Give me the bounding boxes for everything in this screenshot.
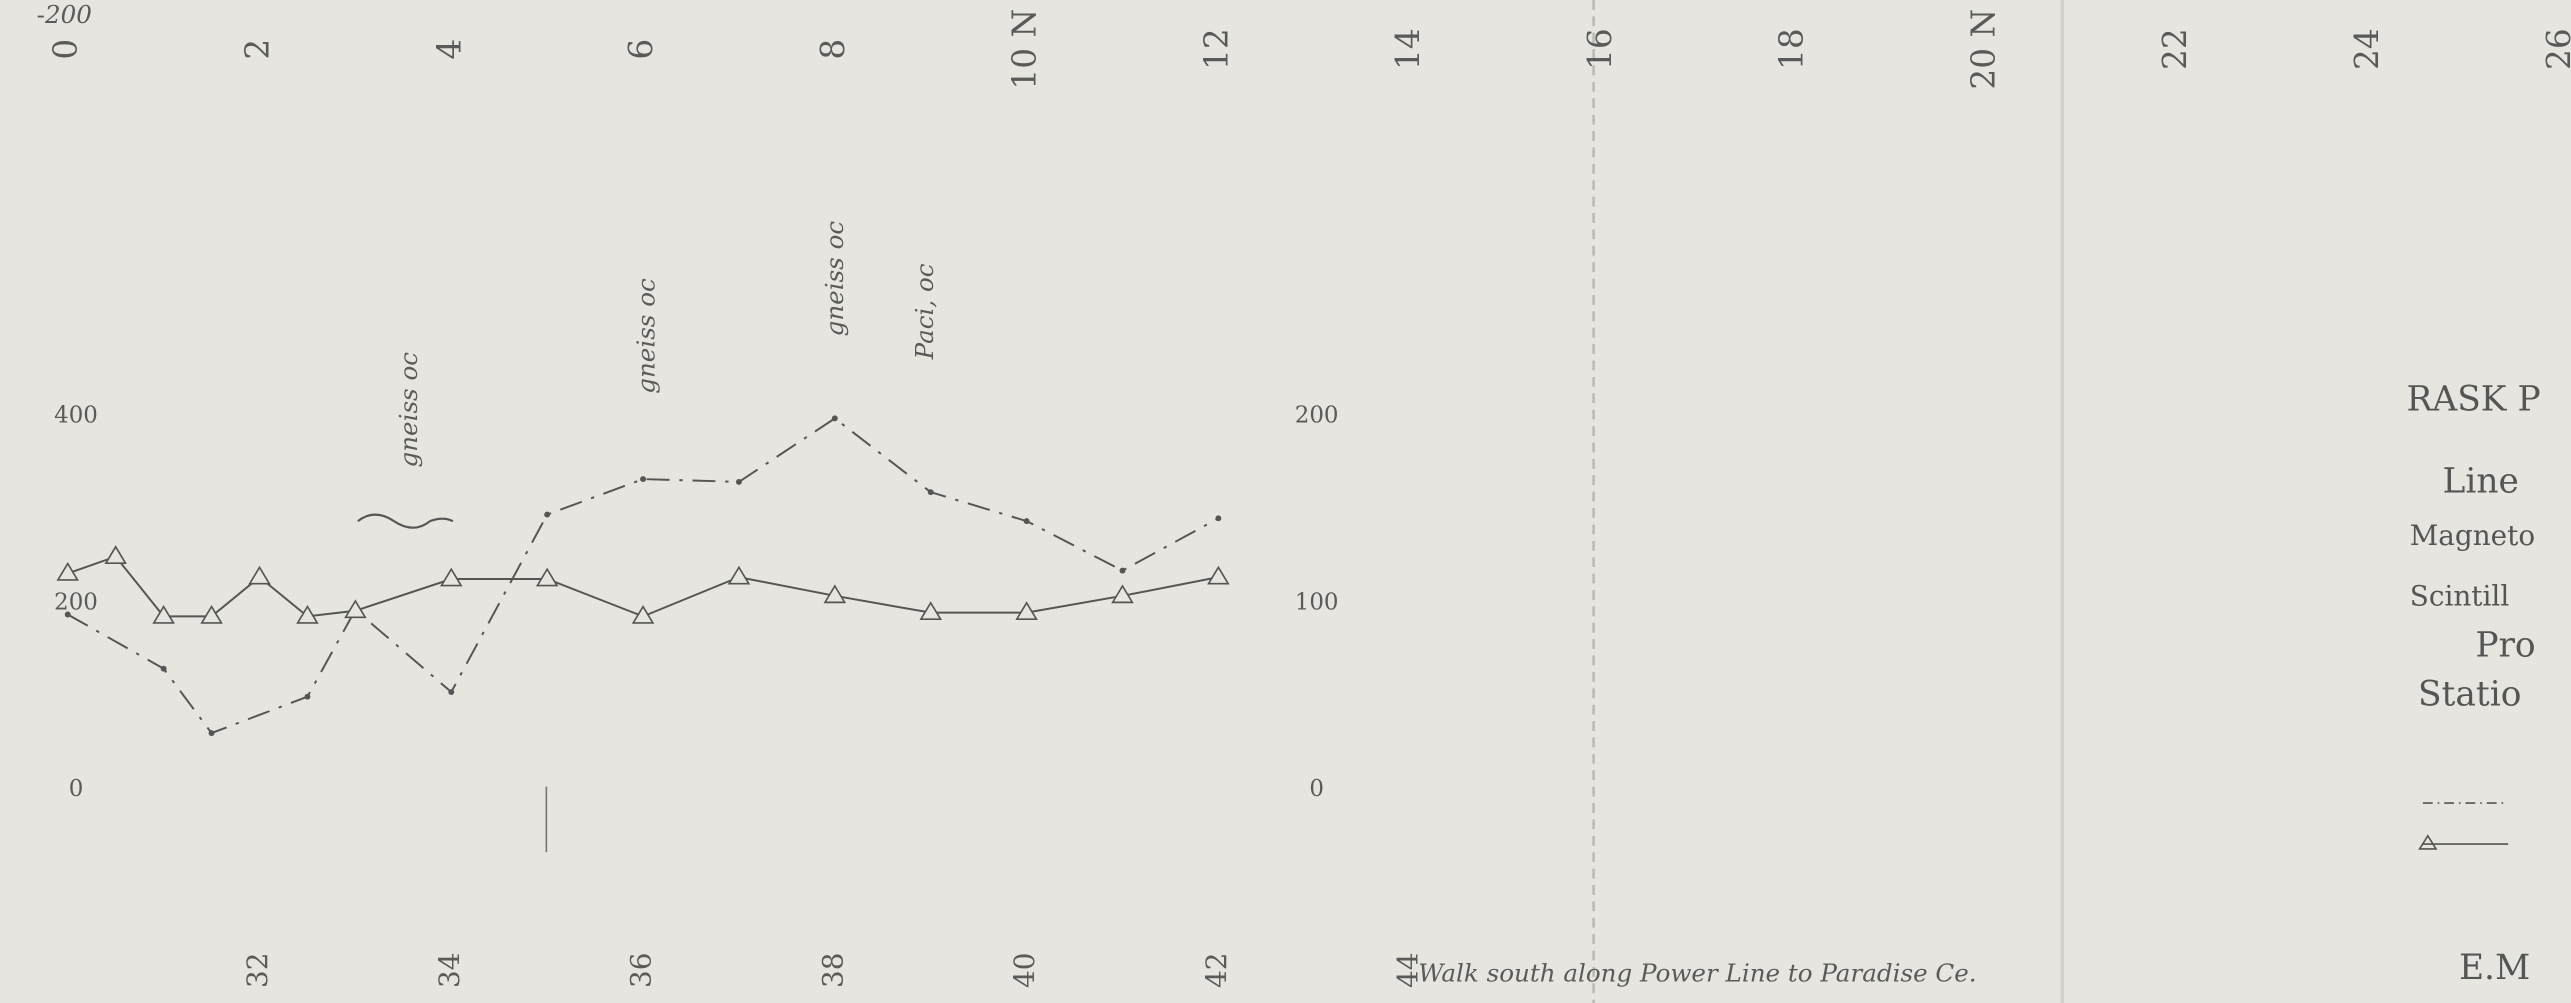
annotation: RASK P <box>2407 380 2541 420</box>
annotation: gneiss oc <box>394 352 423 468</box>
point-dot <box>1119 567 1126 574</box>
annotation: -200 <box>37 0 92 29</box>
x-tick-label: 18 <box>1773 28 1811 70</box>
x-tick-label: 26 <box>2540 28 2571 70</box>
point-dot <box>1215 515 1222 522</box>
point-triangle <box>248 565 271 585</box>
x2-tick-label: 44 <box>1392 952 1425 987</box>
x-tick-label: 24 <box>2348 28 2386 70</box>
x-tick-label: 22 <box>2156 28 2194 70</box>
x-tick-label: 4 <box>430 39 468 60</box>
point-triangle <box>535 567 559 587</box>
point-dot <box>1023 518 1030 525</box>
annotation: Line <box>2443 461 2519 501</box>
point-dot <box>448 689 455 695</box>
annotation: Pro <box>2475 625 2535 665</box>
point-dot <box>544 511 551 518</box>
point-triangle <box>56 561 80 581</box>
point-triangle <box>727 565 751 585</box>
point-triangle <box>440 567 463 587</box>
point-dot <box>735 478 742 485</box>
legend-label: Magneto <box>2410 519 2535 552</box>
annotation: gneiss oc <box>631 278 660 394</box>
point-triangle <box>104 545 127 564</box>
y-tick-label: 0 <box>69 776 84 802</box>
x2-tick-label: 38 <box>816 952 849 987</box>
x2-tick-label: 42 <box>1200 952 1233 987</box>
y-tick-label: 200 <box>54 589 98 615</box>
point-triangle <box>1207 565 1230 585</box>
x-tick-label: 0 <box>47 39 85 60</box>
point-triangle <box>200 604 223 624</box>
x-tick-label: 16 <box>1581 28 1619 70</box>
y-tick-label: 400 <box>54 403 98 429</box>
series-line <box>67 555 1219 618</box>
y2-tick-label: 100 <box>1295 589 1339 615</box>
point-triangle <box>152 604 175 624</box>
point-dot <box>927 489 934 496</box>
legend-label: Scintill <box>2410 580 2510 613</box>
point-dot <box>831 415 838 422</box>
point-triangle <box>919 601 942 621</box>
y2-tick-label: 0 <box>1309 776 1324 802</box>
point-dot <box>64 611 71 618</box>
contact-symbol <box>357 513 454 529</box>
legend-triangle <box>2418 834 2438 850</box>
point-dot <box>640 476 647 483</box>
x-tick-label: 8 <box>814 39 852 60</box>
point-triangle <box>631 604 655 624</box>
x-tick-label: 12 <box>1197 28 1235 70</box>
annotation: E.M <box>2459 948 2530 988</box>
x-tick-label: 14 <box>1389 28 1427 70</box>
x2-tick-label: 34 <box>433 952 466 987</box>
x2-tick-label: 36 <box>625 952 658 987</box>
annotation: Paci, oc <box>910 263 939 360</box>
annotation: gneiss oc <box>820 221 849 337</box>
point-dot <box>304 693 311 700</box>
x-tick-label: 2 <box>239 39 277 60</box>
x-tick-label: 6 <box>622 39 660 60</box>
x-tick-label: 20 N <box>1964 9 2002 90</box>
point-dot <box>208 730 215 737</box>
annotation: Statio <box>2418 675 2521 715</box>
point-dot <box>160 665 167 672</box>
point-triangle <box>823 584 847 604</box>
x-tick-label: 10 N <box>1006 9 1044 90</box>
x2-tick-label: 32 <box>241 952 274 987</box>
point-triangle <box>344 599 367 619</box>
x2-tick-label: 40 <box>1008 952 1041 987</box>
y2-tick-label: 200 <box>1295 403 1339 429</box>
annotation: Walk south along Power Line to Paradise … <box>1418 959 1976 988</box>
point-triangle <box>1015 601 1038 621</box>
point-triangle <box>296 604 319 624</box>
point-triangle <box>1111 584 1134 604</box>
